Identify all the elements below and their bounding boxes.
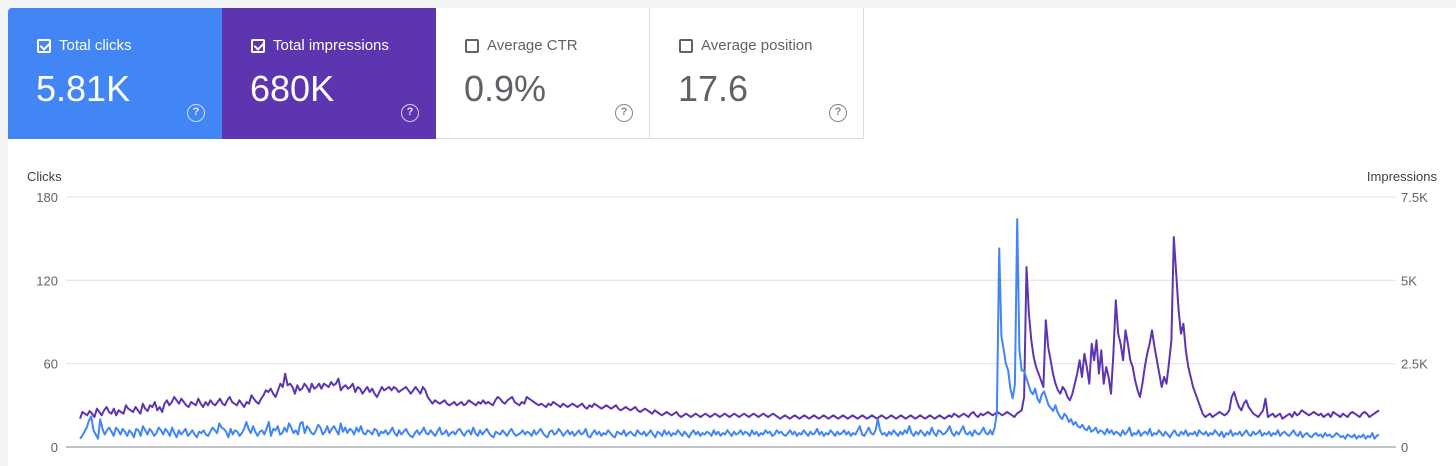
y-left-tick: 0	[51, 440, 58, 455]
metric-label: Average position	[701, 37, 813, 54]
metric-cards: Total clicks 5.81K ? Total impressions 6…	[8, 8, 864, 139]
y-left-tick: 60	[44, 357, 58, 372]
y-left-title: Clicks	[27, 169, 62, 184]
average-ctr-card[interactable]: Average CTR 0.9% ?	[436, 8, 650, 139]
y-right-title: Impressions	[1367, 169, 1438, 184]
checkbox-icon[interactable]	[37, 39, 51, 53]
y-right-tick: 2.5K	[1401, 357, 1428, 372]
y-right-tick: 0	[1401, 440, 1408, 455]
total-impressions-card[interactable]: Total impressions 680K ?	[222, 8, 436, 139]
checkbox-icon[interactable]	[679, 39, 693, 53]
average-position-card[interactable]: Average position 17.6 ?	[650, 8, 864, 139]
help-icon[interactable]: ?	[829, 104, 847, 122]
help-icon[interactable]: ?	[401, 104, 419, 122]
help-icon[interactable]: ?	[615, 104, 633, 122]
series-line-impressions	[79, 236, 1380, 420]
metric-value: 0.9%	[464, 68, 547, 109]
y-left-tick: 120	[36, 273, 58, 288]
metric-label: Average CTR	[487, 37, 578, 54]
metric-value: 17.6	[678, 68, 749, 109]
checkbox-icon[interactable]	[251, 39, 265, 53]
y-right-tick: 7.5K	[1401, 190, 1428, 205]
metric-label: Total impressions	[273, 37, 389, 54]
checkbox-icon[interactable]	[465, 39, 479, 53]
y-left-tick: 180	[36, 190, 58, 205]
metric-value: 680K	[250, 68, 335, 109]
metric-label: Total clicks	[59, 37, 132, 54]
performance-panel: Total clicks 5.81K ? Total impressions 6…	[8, 8, 1456, 466]
series-line-clicks	[79, 218, 1380, 440]
y-right-tick: 5K	[1401, 273, 1417, 288]
metric-value: 5.81K	[36, 68, 131, 109]
total-clicks-card[interactable]: Total clicks 5.81K ?	[8, 8, 222, 139]
help-icon[interactable]: ?	[187, 104, 205, 122]
